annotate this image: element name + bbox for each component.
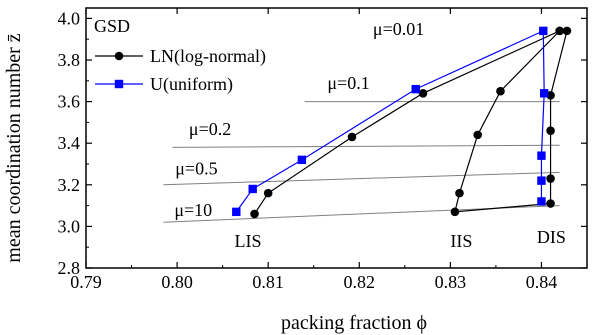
annotation-layer: μ=0.01 μ=0.1 μ=0.2 μ=0.5 μ=10 LIS IIS DIS <box>174 19 566 251</box>
y-tick-label: 3.8 <box>58 50 81 70</box>
series-layer <box>232 26 572 219</box>
annotation-label: μ=10 <box>174 200 212 220</box>
x-tick-label: 0.83 <box>435 272 467 292</box>
data-point <box>347 132 357 142</box>
data-point <box>473 130 482 140</box>
data-point <box>537 151 546 160</box>
data-point <box>263 188 273 198</box>
data-point <box>418 88 428 98</box>
annotation-label: DIS <box>537 227 566 247</box>
data-point <box>411 84 420 94</box>
legend: GSD LN(log-normal) U(uniform) <box>94 16 266 95</box>
annotation-label: LIS <box>234 231 261 251</box>
legend-entry: LN(log-normal) <box>95 46 266 67</box>
tick-layer: 0.79 0.80 0.81 0.82 0.83 0.84 2.8 3.0 3.2 3.4 3.6 3… <box>58 8 587 292</box>
data-point <box>546 174 555 183</box>
annotation-label: μ=0.5 <box>175 158 217 178</box>
guide-line <box>163 171 560 186</box>
data-point <box>546 91 555 100</box>
data-point <box>539 89 549 98</box>
annotation-label: μ=0.01 <box>373 19 424 39</box>
data-point <box>555 26 564 36</box>
x-tick-label: 0.80 <box>161 272 193 292</box>
data-point <box>250 209 259 219</box>
data-point <box>232 207 241 217</box>
x-tick-label: 0.81 <box>252 272 284 292</box>
data-point <box>539 26 548 36</box>
legend-title: GSD <box>94 16 130 36</box>
annotation-label: μ=0.1 <box>327 73 369 93</box>
y-tick-label: 2.8 <box>58 258 81 278</box>
data-point <box>546 199 555 208</box>
y-axis-title: mean coordination number z̄ <box>3 33 25 262</box>
data-point <box>297 155 307 165</box>
series-u <box>232 26 549 217</box>
series-line <box>254 30 568 215</box>
data-point <box>546 126 555 136</box>
plot-area-border <box>85 7 588 269</box>
legend-entry: U(uniform) <box>95 74 233 95</box>
annotation-label: IIS <box>450 231 472 251</box>
y-tick-label: 3.2 <box>58 175 81 195</box>
data-point <box>537 176 546 185</box>
data-point <box>537 197 546 206</box>
x-tick-label: 0.79 <box>70 272 102 292</box>
annotation-label: μ=0.2 <box>189 119 231 139</box>
data-point <box>455 188 464 198</box>
data-point <box>496 86 505 96</box>
y-tick-label: 3.4 <box>58 133 81 153</box>
x-tick-label: 0.82 <box>344 272 376 292</box>
legend-label: U(uniform) <box>150 74 233 95</box>
data-point <box>248 184 257 194</box>
x-axis-title: packing fraction ϕ <box>281 312 427 334</box>
legend-marker <box>114 79 124 89</box>
guide-line <box>172 144 560 148</box>
data-point <box>450 207 460 217</box>
y-tick-label: 3.0 <box>58 216 81 236</box>
series-ln <box>250 26 572 219</box>
x-tick-label: 0.84 <box>526 272 558 292</box>
series-line <box>235 29 545 213</box>
legend-marker <box>114 51 124 61</box>
legend-label: LN(log-normal) <box>150 46 266 67</box>
y-tick-label: 3.6 <box>58 92 81 112</box>
plot-frame <box>85 7 588 269</box>
y-tick-label: 4.0 <box>58 8 81 28</box>
data-point <box>562 26 572 36</box>
